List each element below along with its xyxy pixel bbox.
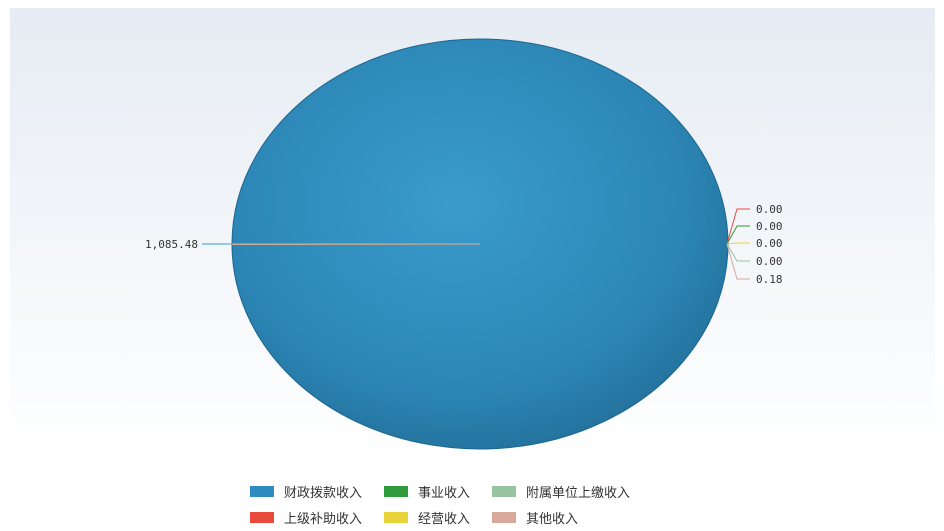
legend-item-5[interactable]: 附属单位上缴收入 [492, 482, 630, 501]
legend-item-2[interactable]: 上级补助收入 [250, 508, 362, 527]
legend-swatch [250, 485, 274, 497]
pie-slices [231, 38, 729, 450]
legend-label: 事业收入 [418, 485, 471, 501]
legend-row-1: 财政拨款收入 事业收入 附属单位上缴收入 [250, 478, 810, 504]
legend-swatch [384, 511, 409, 523]
legend-label: 上级补助收入 [284, 511, 363, 527]
legend-label: 附属单位上缴收入 [526, 485, 631, 501]
legend-item-4[interactable]: 经营收入 [384, 508, 470, 527]
pie-chart-canvas: 1,085.48 0.00 0.00 0.00 0.00 0.18 [10, 8, 935, 458]
label-leader-3 [726, 225, 750, 245]
legend-swatch [384, 485, 409, 497]
legend-row-2: 上级补助收入 经营收入 其他收入 [250, 504, 810, 530]
label-leader-2 [726, 208, 750, 245]
data-label-1: 1,085.48 [145, 238, 198, 251]
legend-swatch [250, 511, 274, 523]
legend: 财政拨款收入 事业收入 附属单位上缴收入上级补助收入 经营收入 其他收入 [250, 478, 810, 530]
data-label-5: 0.00 [756, 255, 783, 268]
legend-label: 财政拨款收入 [284, 485, 363, 501]
legend-item-1[interactable]: 财政拨款收入 [250, 482, 362, 501]
legend-swatch [492, 511, 517, 523]
data-label-6: 0.18 [756, 273, 783, 286]
legend-item-6[interactable]: 其他收入 [492, 508, 578, 527]
label-leader-4 [726, 242, 750, 245]
data-label-3: 0.00 [756, 220, 783, 233]
legend-item-3[interactable]: 事业收入 [384, 482, 470, 501]
legend-label: 其他收入 [526, 511, 579, 527]
pie-labels: 1,085.48 0.00 0.00 0.00 0.00 0.18 [145, 203, 782, 286]
data-label-2: 0.00 [756, 203, 783, 216]
legend-swatch [492, 485, 517, 497]
label-leader-5 [726, 243, 750, 262]
legend-label: 经营收入 [418, 511, 471, 527]
data-label-4: 0.00 [756, 237, 783, 250]
label-leader-6 [726, 243, 750, 280]
